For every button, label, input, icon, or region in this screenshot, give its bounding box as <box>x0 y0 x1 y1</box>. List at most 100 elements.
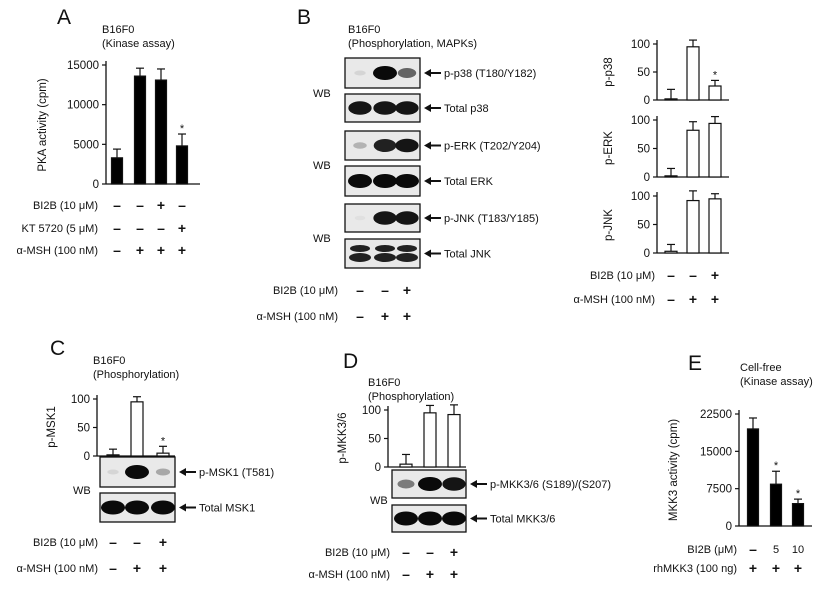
treatment-label: BI2B (10 μM) <box>33 537 98 549</box>
bar <box>769 483 783 527</box>
treatment-sign: – <box>356 282 364 298</box>
bar <box>746 428 760 527</box>
blot-band <box>373 174 397 188</box>
panel-title-assay: (Phosphorylation, MAPKs) <box>348 38 477 50</box>
blot-band <box>395 174 419 188</box>
treatment-sign: + <box>403 282 411 298</box>
treatment-table-a: BI2B (10 μM) – – + –KT 5720 (5 μM) – – – +α-MSH … <box>16 197 186 258</box>
y-axis-label: p-JNK <box>603 209 615 241</box>
treatment-sign: – <box>109 534 117 550</box>
panel-a: A B16F0 (Kinase assay) <box>57 6 175 50</box>
blot-band <box>101 500 125 515</box>
treatment-label: α-MSH (100 nM) <box>16 245 98 257</box>
y-axis-label: p-MSK1 <box>46 406 58 448</box>
blot-band <box>155 468 171 476</box>
arrow-left-icon <box>424 104 441 112</box>
y-tick-label: 0 <box>84 451 90 463</box>
y-axis-label: p-ERK <box>603 131 615 165</box>
y-tick-label: 0 <box>644 172 650 184</box>
treatment-sign: + <box>794 560 802 576</box>
blot-band <box>348 101 372 115</box>
treatment-label: KT 5720 (5 μM) <box>22 223 98 235</box>
bar-chart-d: 0 50 100 p-MKK3/6 <box>337 404 466 474</box>
blot-label: p-p38 (T180/Y182) <box>444 68 536 80</box>
blot-band <box>442 477 466 491</box>
treatment-table-b-blot: BI2B (10 μM) – – +α-MSH (100 nM) – + + <box>256 282 411 324</box>
panel-letter: B <box>297 6 311 29</box>
treatment-sign: – <box>689 267 697 283</box>
significance-star: * <box>796 488 801 500</box>
treatment-table-b-chart: BI2B (10 μM) – – +α-MSH (100 nM) – + + <box>573 267 719 307</box>
treatment-sign: + <box>157 242 165 258</box>
panel-letter: E <box>688 352 702 375</box>
treatment-table-d: BI2B (10 μM) – – +α-MSH (100 nM) – + + <box>308 544 458 582</box>
panel-title-cell-line: B16F0 <box>102 24 134 36</box>
western-blot-d: WB p-MKK3/6 (S189)/(S207) Total MKK3/6 <box>370 469 611 533</box>
treatment-label: α-MSH (100 nM) <box>308 569 390 581</box>
blot-band <box>418 511 442 526</box>
treatment-sign: – <box>426 544 434 560</box>
y-tick-label: 15000 <box>700 446 732 458</box>
bar-chart-b3: 0 50 100 p-JNK <box>603 190 729 260</box>
panel-c: C B16F0 (Phosphorylation) <box>50 337 179 381</box>
wb-label: WB <box>313 160 331 172</box>
blot-strip: p-p38 (T180/Y182) <box>344 57 536 89</box>
western-blot-c: WB p-MSK1 (T581) Total MSK1 <box>73 456 274 523</box>
blot-band <box>151 500 175 515</box>
treatment-sign: – <box>178 197 186 213</box>
treatment-sign: – <box>113 197 121 213</box>
panel-title-cell-line: B16F0 <box>93 355 125 367</box>
blot-band <box>348 174 372 188</box>
treatment-sign: – <box>133 534 141 550</box>
wb-label: WB <box>370 495 388 507</box>
y-tick-label: 50 <box>368 434 381 446</box>
arrow-left-icon <box>424 141 441 150</box>
blot-band <box>397 479 415 489</box>
blot-label: p-MSK1 (T581) <box>199 467 274 479</box>
bar <box>133 75 147 185</box>
panel-title-cell-line: B16F0 <box>348 24 380 36</box>
blot-band <box>353 142 367 149</box>
arrow-left-icon <box>179 468 196 476</box>
treatment-sign: + <box>157 197 165 213</box>
y-tick-label: 10000 <box>67 100 99 112</box>
treatment-sign: – <box>356 308 364 324</box>
blot-band <box>373 139 397 152</box>
blot-label: Total JNK <box>444 249 492 261</box>
arrow-left-icon <box>179 503 196 512</box>
blot-strip: Total MKK3/6 <box>391 504 555 533</box>
treatment-sign: + <box>450 544 458 560</box>
treatment-sign: – <box>667 267 675 283</box>
blot-strip: p-JNK (T183/Y185) <box>344 203 539 233</box>
blot-band <box>397 245 417 252</box>
panel-b: B B16F0 (Phosphorylation, MAPKs) <box>297 6 477 50</box>
arrow-left-icon <box>424 249 441 258</box>
bar <box>664 175 678 178</box>
y-tick-label: 100 <box>362 405 381 417</box>
blot-band <box>395 138 419 153</box>
treatment-sign: – <box>667 291 675 307</box>
bar-chart-a: 0 5000 10000 15000 PKA activity (cpm) * <box>37 60 200 191</box>
blot-label: Total MKK3/6 <box>490 514 555 526</box>
panel-title-assay: (Kinase assay) <box>740 376 813 388</box>
significance-star: * <box>713 69 718 81</box>
y-tick-label: 0 <box>644 248 650 260</box>
y-tick-label: 50 <box>637 144 650 156</box>
y-tick-label: 50 <box>77 423 90 435</box>
y-tick-label: 7500 <box>706 484 732 496</box>
arrow-left-icon <box>424 69 441 77</box>
panel-d: D B16F0 (Phosphorylation) <box>343 350 454 403</box>
blot-band <box>418 477 442 491</box>
treatment-sign: – <box>136 220 144 236</box>
y-tick-label: 100 <box>71 394 90 406</box>
y-tick-label: 0 <box>93 179 99 191</box>
arrow-left-icon <box>424 177 441 185</box>
y-tick-label: 100 <box>631 39 650 51</box>
bar-chart-b1: 0 50 100 p-p38 * <box>603 39 729 107</box>
y-tick-label: 15000 <box>67 60 99 72</box>
bar <box>106 454 120 457</box>
y-tick-label: 0 <box>726 521 732 533</box>
treatment-sign: – <box>402 544 410 560</box>
bar <box>130 401 144 457</box>
